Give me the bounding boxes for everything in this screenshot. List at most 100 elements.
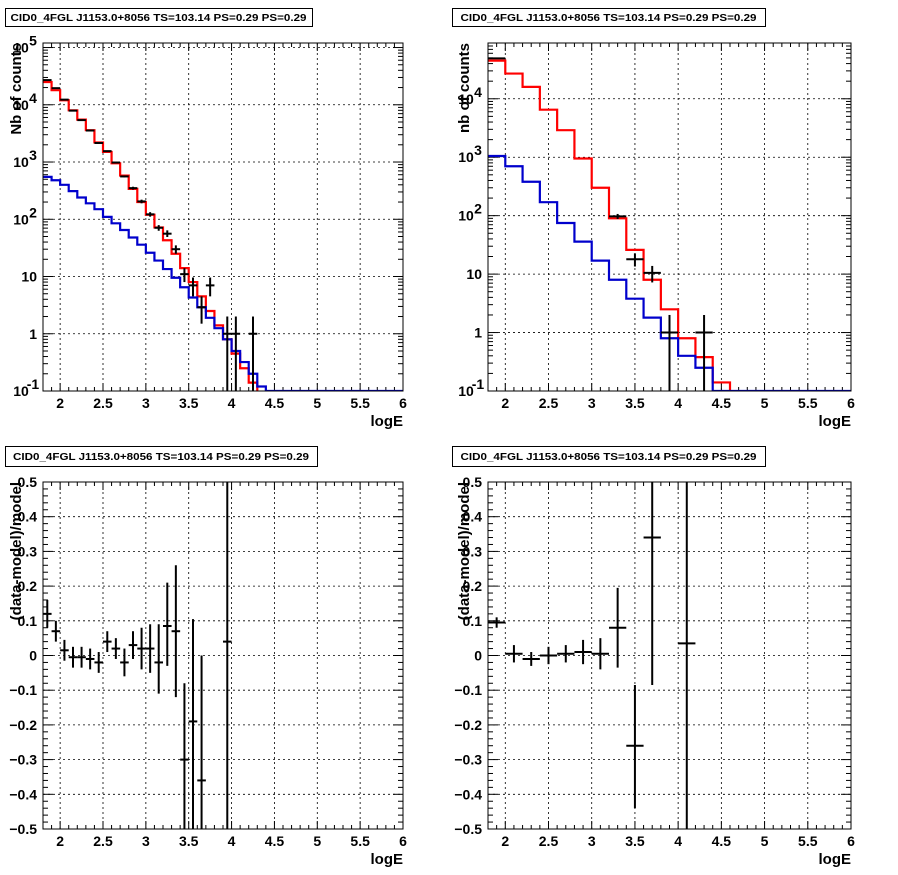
y-tick-label: −0.3 bbox=[454, 752, 482, 768]
title-box bbox=[5, 8, 313, 27]
data-point bbox=[223, 316, 232, 391]
y-tick-label: 0.2 bbox=[463, 578, 483, 594]
x-tick-label: 3.5 bbox=[179, 395, 199, 411]
data-point bbox=[180, 268, 189, 283]
data-point bbox=[128, 186, 138, 190]
y-axis-title: nb of counts bbox=[456, 43, 473, 133]
plot-frame bbox=[42, 481, 404, 830]
y-tick-label: 10 bbox=[458, 383, 474, 399]
chart-title: CID0_4FGL J1153.0+8056 TS=103.14 PS=0.29… bbox=[461, 452, 757, 463]
x-tick-label: 5 bbox=[761, 833, 769, 849]
y-tick-label: 10 bbox=[13, 383, 29, 399]
x-tick-label: 2.5 bbox=[93, 395, 113, 411]
data-point bbox=[145, 624, 155, 673]
data-point bbox=[163, 582, 172, 666]
x-tick-label: 5.5 bbox=[350, 833, 370, 849]
y-tick-label: 0.1 bbox=[463, 613, 483, 629]
x-axis-title: logE bbox=[819, 413, 852, 430]
data-point bbox=[609, 213, 627, 219]
title-box bbox=[5, 446, 318, 467]
x-tick-label: 6 bbox=[399, 395, 407, 411]
x-tick-label: 2.5 bbox=[93, 833, 113, 849]
data-point bbox=[77, 646, 86, 668]
data-point bbox=[43, 599, 52, 628]
y-tick-label: −0.5 bbox=[9, 821, 37, 837]
data-point bbox=[120, 648, 129, 677]
data-point bbox=[539, 646, 558, 665]
x-tick-label: 4.5 bbox=[265, 833, 285, 849]
data-point bbox=[231, 316, 241, 391]
series-line-2 bbox=[488, 154, 851, 391]
x-tick-label: 6 bbox=[847, 395, 855, 411]
chart-panel-3: CID0_4FGL J1153.0+8056 TS=103.14 PS=0.29… bbox=[5, 446, 407, 868]
x-tick-label: 6 bbox=[399, 833, 407, 849]
data-point bbox=[94, 652, 103, 673]
data-point bbox=[137, 199, 146, 204]
y-tick-label: −0.5 bbox=[454, 821, 482, 837]
x-tick-label: 3.5 bbox=[625, 833, 645, 849]
data-point bbox=[643, 265, 661, 283]
data-point bbox=[660, 314, 679, 391]
data-point bbox=[163, 230, 172, 238]
y-axis-title: (data-model)/model bbox=[8, 482, 25, 620]
data-point bbox=[103, 631, 112, 653]
data-point bbox=[505, 645, 523, 663]
y-tick-label: −0.3 bbox=[9, 752, 37, 768]
y-tick-label: 10 bbox=[458, 91, 474, 107]
data-point bbox=[643, 482, 661, 685]
chart-title: CID0_4FGL J1153.0+8056 TS=103.14 PS=0.29… bbox=[461, 13, 757, 24]
x-tick-label: 5.5 bbox=[798, 395, 818, 411]
data-point bbox=[591, 638, 609, 670]
x-tick-label: 3 bbox=[142, 833, 150, 849]
series-line-1 bbox=[43, 80, 259, 391]
y-tick-label-exponent: 3 bbox=[474, 142, 482, 158]
data-point bbox=[171, 565, 181, 698]
data-point bbox=[94, 141, 103, 144]
y-tick-label-exponent: 4 bbox=[29, 90, 37, 106]
x-tick-label: 5 bbox=[313, 395, 321, 411]
data-point bbox=[60, 639, 69, 661]
y-tick-label-exponent: 2 bbox=[474, 201, 482, 217]
x-tick-label: 2 bbox=[501, 833, 509, 849]
data-point bbox=[111, 161, 121, 164]
y-tick-label-exponent: 3 bbox=[29, 147, 37, 163]
chart-title: CID0_4FGL J1153.0+8056 TS=103.14 PS=0.29… bbox=[13, 452, 309, 463]
data-point bbox=[574, 639, 592, 665]
y-tick-label: 10 bbox=[13, 40, 29, 56]
data-point bbox=[51, 620, 61, 642]
y-tick-label: 10 bbox=[13, 211, 29, 227]
y-tick-label: 10 bbox=[458, 208, 474, 224]
y-tick-label: −0.1 bbox=[454, 682, 482, 698]
x-tick-label: 3.5 bbox=[625, 395, 645, 411]
series-line-1 bbox=[488, 59, 732, 391]
y-tick-label: 0 bbox=[474, 648, 482, 664]
data-point bbox=[522, 652, 540, 666]
x-tick-label: 4 bbox=[674, 395, 682, 411]
y-tick-label: 0.4 bbox=[463, 509, 483, 525]
data-point bbox=[248, 316, 258, 391]
title-box bbox=[452, 8, 766, 27]
y-tick-label-exponent: 4 bbox=[474, 84, 482, 100]
data-point bbox=[68, 109, 78, 112]
y-tick-label: −0.2 bbox=[454, 717, 482, 733]
plot-frame bbox=[487, 42, 852, 392]
y-axis-title: (data-model)/model bbox=[456, 482, 473, 620]
y-tick-label: 10 bbox=[21, 269, 37, 285]
data-point bbox=[103, 150, 112, 153]
x-tick-label: 5 bbox=[761, 395, 769, 411]
series-line-2 bbox=[43, 175, 403, 391]
data-point bbox=[488, 617, 506, 628]
x-tick-label: 2 bbox=[56, 833, 64, 849]
data-point bbox=[77, 119, 86, 122]
data-point bbox=[626, 684, 644, 809]
y-axis-title: Nb of counts bbox=[8, 43, 25, 135]
x-tick-label: 4 bbox=[228, 833, 236, 849]
data-point bbox=[111, 638, 121, 659]
chart-panel-1: CID0_4FGL J1153.0+8056 TS=103.14 PS=0.29… bbox=[5, 8, 407, 430]
y-tick-label: 10 bbox=[13, 97, 29, 113]
data-point bbox=[678, 482, 696, 829]
y-tick-label: 10 bbox=[466, 266, 482, 282]
data-point bbox=[205, 277, 215, 297]
y-tick-label-exponent: -1 bbox=[27, 376, 40, 392]
x-tick-label: 2.5 bbox=[539, 833, 559, 849]
